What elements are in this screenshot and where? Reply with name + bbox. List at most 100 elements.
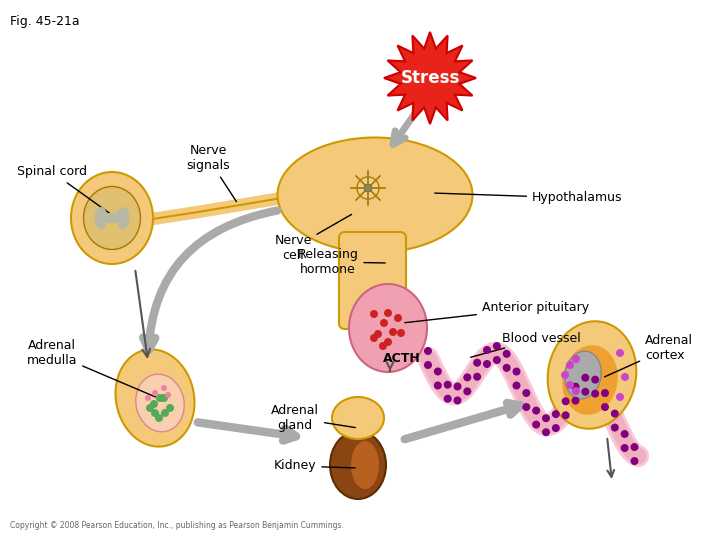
Ellipse shape xyxy=(117,207,130,229)
Circle shape xyxy=(601,389,609,397)
Ellipse shape xyxy=(94,207,107,229)
Circle shape xyxy=(552,424,560,432)
Ellipse shape xyxy=(564,351,601,399)
Circle shape xyxy=(464,373,472,381)
Circle shape xyxy=(581,388,590,396)
Circle shape xyxy=(165,392,171,398)
Circle shape xyxy=(492,356,501,364)
Circle shape xyxy=(503,364,510,372)
Circle shape xyxy=(572,397,580,404)
Circle shape xyxy=(473,359,481,367)
Ellipse shape xyxy=(330,431,386,499)
Text: Blood vessel: Blood vessel xyxy=(471,332,581,357)
Text: Stress: Stress xyxy=(400,69,459,87)
Circle shape xyxy=(542,414,550,422)
Ellipse shape xyxy=(548,321,636,429)
Circle shape xyxy=(513,382,521,389)
Circle shape xyxy=(370,310,378,318)
Text: Adrenal
gland: Adrenal gland xyxy=(271,404,355,432)
Ellipse shape xyxy=(349,284,427,372)
Circle shape xyxy=(384,309,392,317)
Circle shape xyxy=(581,374,590,382)
Circle shape xyxy=(503,350,510,358)
Circle shape xyxy=(454,396,462,404)
Text: Copyright © 2008 Pearson Education, Inc., publishing as Pearson Benjamin Cumming: Copyright © 2008 Pearson Education, Inc.… xyxy=(10,521,344,530)
Text: Nerve
signals: Nerve signals xyxy=(186,144,236,201)
Circle shape xyxy=(394,314,402,322)
Circle shape xyxy=(370,334,378,342)
Circle shape xyxy=(424,361,432,369)
Circle shape xyxy=(522,389,531,397)
Ellipse shape xyxy=(351,441,379,489)
Ellipse shape xyxy=(332,397,384,439)
Text: Kidney: Kidney xyxy=(274,460,355,472)
Text: Hypothalamus: Hypothalamus xyxy=(435,192,623,205)
Ellipse shape xyxy=(84,186,140,249)
Circle shape xyxy=(532,421,540,429)
Circle shape xyxy=(357,177,379,199)
Circle shape xyxy=(572,387,580,395)
Circle shape xyxy=(532,407,540,415)
Circle shape xyxy=(389,328,397,336)
Circle shape xyxy=(616,349,624,357)
Circle shape xyxy=(621,373,629,381)
Circle shape xyxy=(611,409,618,417)
Circle shape xyxy=(616,393,624,401)
Circle shape xyxy=(424,347,432,355)
Circle shape xyxy=(150,400,158,408)
Text: Fig. 45-21a: Fig. 45-21a xyxy=(10,15,80,28)
Circle shape xyxy=(621,430,629,438)
Circle shape xyxy=(572,355,580,363)
Ellipse shape xyxy=(562,345,618,415)
Circle shape xyxy=(566,361,574,369)
Circle shape xyxy=(552,410,560,418)
Circle shape xyxy=(161,385,167,391)
Circle shape xyxy=(572,383,580,390)
Circle shape xyxy=(166,404,174,412)
Circle shape xyxy=(384,338,392,346)
Circle shape xyxy=(611,423,618,431)
Text: ACTH: ACTH xyxy=(383,352,421,365)
Circle shape xyxy=(434,368,442,375)
Circle shape xyxy=(561,371,569,379)
Text: Releasing
hormone: Releasing hormone xyxy=(297,248,385,276)
Circle shape xyxy=(464,387,472,395)
Circle shape xyxy=(621,444,629,452)
Circle shape xyxy=(434,381,442,389)
Circle shape xyxy=(483,346,491,354)
Text: Nerve
cell: Nerve cell xyxy=(274,214,351,262)
FancyBboxPatch shape xyxy=(339,232,406,329)
Circle shape xyxy=(473,373,481,381)
Circle shape xyxy=(155,414,163,422)
Circle shape xyxy=(364,184,372,192)
Polygon shape xyxy=(384,32,476,124)
Circle shape xyxy=(156,394,164,402)
Circle shape xyxy=(591,376,599,383)
Circle shape xyxy=(522,403,531,411)
Circle shape xyxy=(151,409,159,417)
Circle shape xyxy=(631,443,639,451)
Circle shape xyxy=(380,319,388,327)
Circle shape xyxy=(145,395,151,401)
Circle shape xyxy=(591,390,599,397)
Circle shape xyxy=(161,409,169,417)
Circle shape xyxy=(444,381,451,389)
Text: Adrenal
medulla: Adrenal medulla xyxy=(27,339,156,397)
Circle shape xyxy=(160,394,168,402)
Circle shape xyxy=(374,330,382,338)
FancyBboxPatch shape xyxy=(100,213,124,223)
Circle shape xyxy=(562,411,570,419)
Circle shape xyxy=(483,360,491,368)
Circle shape xyxy=(152,390,158,396)
Circle shape xyxy=(562,397,570,406)
Text: Adrenal
cortex: Adrenal cortex xyxy=(605,334,693,377)
Text: Spinal cord: Spinal cord xyxy=(17,165,109,213)
Circle shape xyxy=(566,381,574,389)
Circle shape xyxy=(454,382,462,390)
Circle shape xyxy=(631,457,639,465)
Text: Anterior pituitary: Anterior pituitary xyxy=(405,301,589,323)
Circle shape xyxy=(513,368,521,375)
Ellipse shape xyxy=(71,172,153,264)
Circle shape xyxy=(601,403,609,411)
Circle shape xyxy=(397,329,405,337)
